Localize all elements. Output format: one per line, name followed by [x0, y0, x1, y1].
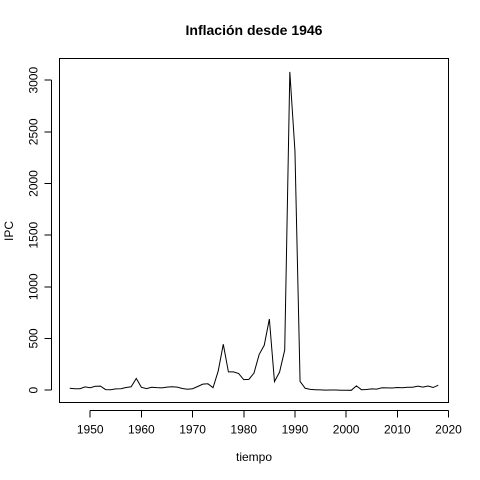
series-line-ipc	[69, 71, 439, 391]
y-tick-label: 500	[27, 328, 41, 348]
x-tick-label: 1970	[179, 423, 206, 437]
series-layer	[69, 71, 439, 391]
y-tick-label: 2000	[27, 170, 41, 197]
x-tick-label: 1990	[282, 423, 309, 437]
y-tick-label: 3000	[27, 67, 41, 94]
plot-frame	[59, 58, 449, 403]
chart-title: Inflación desde 1946	[186, 22, 323, 38]
x-tick-label: 1950	[77, 423, 104, 437]
x-axis-label: tiempo	[236, 450, 272, 464]
y-axis-label: IPC	[2, 221, 16, 241]
y-tick-label: 2500	[27, 118, 41, 145]
y-tick-label: 1500	[27, 221, 41, 248]
x-tick-label: 1980	[230, 423, 257, 437]
x-axis: 1950 1960 1970 1980 1990 2000 2010 2020	[77, 410, 462, 437]
x-tick-label: 1960	[128, 423, 155, 437]
y-tick-label: 0	[27, 386, 41, 393]
y-axis: 0 500 1000 1500 2000 2500 3000	[27, 67, 52, 393]
y-tick-label: 1000	[27, 273, 41, 300]
x-tick-label: 2010	[384, 423, 411, 437]
x-tick-label: 2000	[333, 423, 360, 437]
x-tick-label: 2020	[435, 423, 462, 437]
